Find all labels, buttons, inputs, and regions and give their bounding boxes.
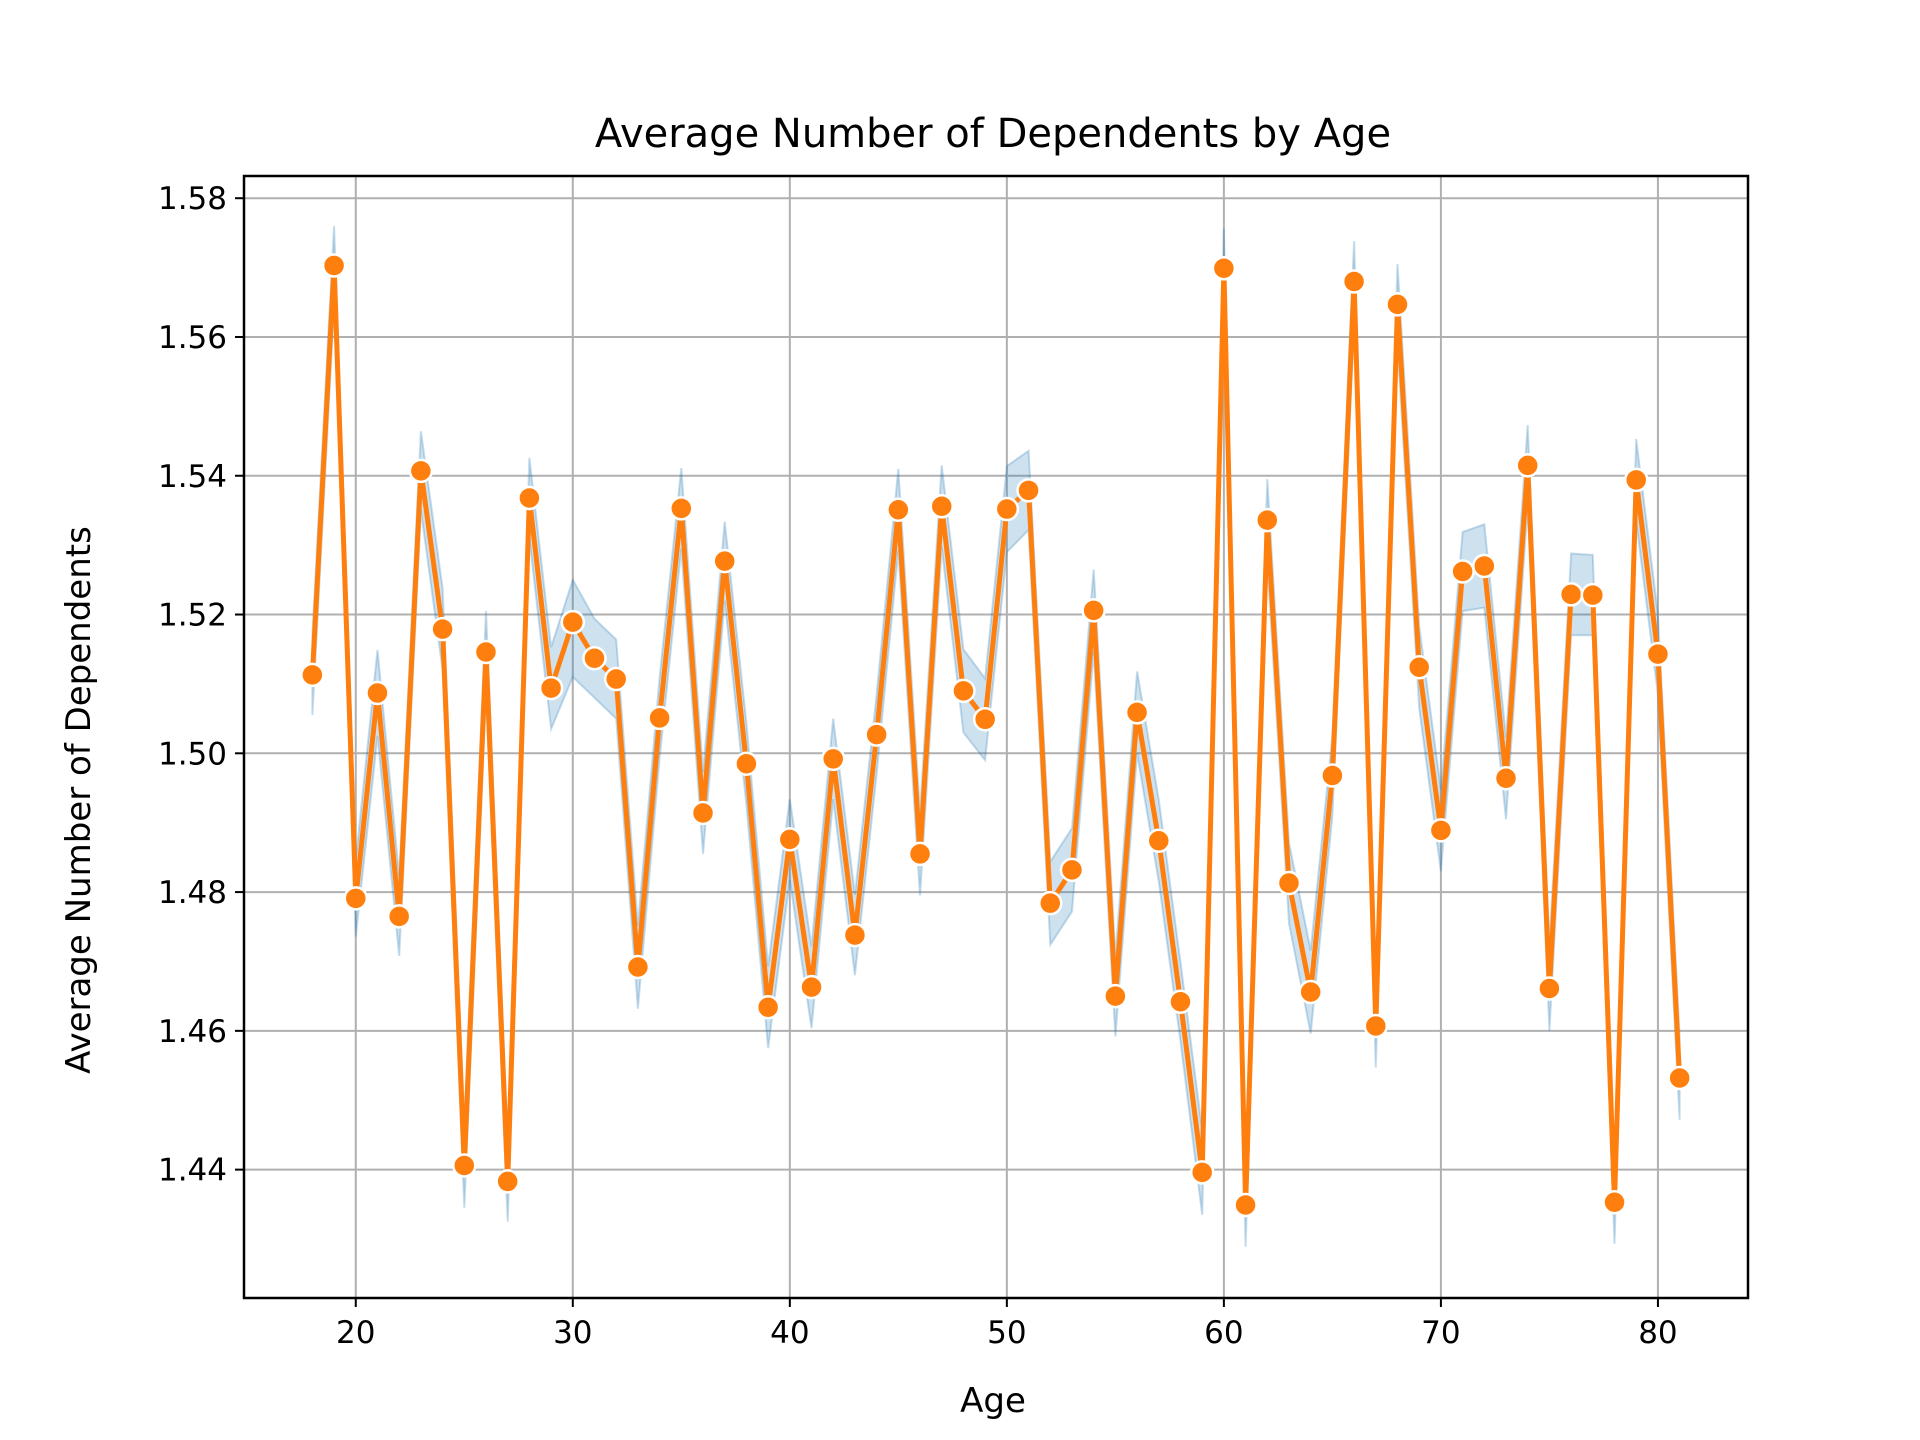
plot-area-frame <box>242 174 1750 1300</box>
data-point <box>300 662 325 688</box>
data-point <box>1189 1160 1215 1185</box>
data-markers <box>300 253 1692 1218</box>
data-point <box>582 645 607 671</box>
y-tick-label: 1.58 <box>158 181 227 217</box>
x-tick-label: 40 <box>770 1315 809 1351</box>
data-point <box>951 678 976 704</box>
data-point <box>408 458 434 484</box>
x-tick-label: 80 <box>1638 1315 1677 1351</box>
data-point <box>1667 1065 1692 1091</box>
data-point <box>712 548 737 574</box>
x-tick-label: 20 <box>336 1315 375 1351</box>
data-point <box>907 841 933 867</box>
data-point <box>538 675 564 701</box>
data-point <box>1233 1192 1258 1218</box>
data-point <box>842 922 868 948</box>
data-point <box>1016 478 1041 503</box>
data-point <box>1146 828 1172 853</box>
data-point <box>1385 292 1410 317</box>
data-point <box>430 616 455 642</box>
data-point <box>1103 983 1128 1009</box>
y-tick-label: 1.56 <box>158 320 227 356</box>
x-tick-label: 70 <box>1421 1315 1460 1351</box>
data-point <box>1450 559 1475 584</box>
data-point <box>1276 870 1302 896</box>
x-tick-label: 50 <box>987 1315 1026 1351</box>
y-tick-label: 1.46 <box>158 1014 227 1050</box>
data-point <box>1341 269 1367 294</box>
data-point <box>886 497 911 523</box>
data-point <box>625 954 651 980</box>
x-axis-ticks: 20 30 40 50 60 70 80 <box>336 1298 1678 1351</box>
data-point <box>1558 582 1584 607</box>
data-point <box>1081 598 1106 623</box>
data-point <box>1580 582 1606 608</box>
data-point <box>734 751 759 776</box>
data-point <box>1472 553 1497 579</box>
data-point <box>647 705 672 731</box>
data-point <box>1211 256 1237 281</box>
data-point <box>799 974 824 1000</box>
data-point <box>1602 1189 1627 1215</box>
data-point <box>755 995 781 1020</box>
data-point <box>1320 763 1345 788</box>
data-point <box>343 886 369 911</box>
data-point <box>1537 976 1562 1001</box>
x-tick-label: 30 <box>553 1315 592 1351</box>
data-point <box>1515 453 1540 478</box>
data-point <box>365 680 390 706</box>
data-point <box>1428 818 1454 843</box>
data-point <box>1038 890 1063 916</box>
y-tick-label: 1.44 <box>158 1153 227 1189</box>
data-point <box>321 253 347 278</box>
data-point <box>864 722 889 747</box>
y-tick-label: 1.52 <box>158 598 227 634</box>
data-point <box>386 904 412 929</box>
data-point <box>690 800 716 826</box>
y-tick-label: 1.54 <box>158 459 227 495</box>
data-point <box>1406 655 1432 680</box>
data-point <box>495 1169 520 1194</box>
data-point <box>994 496 1020 522</box>
data-point <box>473 639 499 665</box>
data-point <box>1645 641 1671 667</box>
data-point <box>517 485 542 511</box>
data-point <box>1363 1013 1389 1039</box>
data-point <box>452 1153 477 1178</box>
data-point <box>603 666 629 692</box>
y-tick-label: 1.48 <box>158 875 227 911</box>
chart-title: Average Number of Dependents by Age <box>595 111 1391 157</box>
data-point <box>820 746 846 772</box>
data-point <box>1059 857 1085 883</box>
data-point <box>929 494 954 519</box>
data-point <box>560 609 586 635</box>
data-point <box>1168 989 1193 1014</box>
data-point <box>777 827 803 852</box>
series-line <box>309 263 1683 1208</box>
data-point <box>669 496 694 521</box>
data-point <box>1623 467 1649 493</box>
y-tick-label: 1.50 <box>158 736 227 772</box>
data-point <box>1298 979 1323 1005</box>
y-axis-ticks: 1.44 1.46 1.48 1.50 1.52 1.54 1.56 1.58 <box>158 181 244 1189</box>
x-tick-label: 60 <box>1204 1315 1243 1351</box>
gridlines <box>244 176 1748 1298</box>
y-axis-label: Average Number of Dependents <box>59 526 99 1074</box>
data-point <box>972 707 998 732</box>
data-point <box>1255 507 1280 533</box>
data-point <box>1493 766 1519 791</box>
x-axis-label: Age <box>960 1381 1026 1421</box>
data-point <box>1124 700 1150 725</box>
confidence-band <box>311 225 1681 1247</box>
